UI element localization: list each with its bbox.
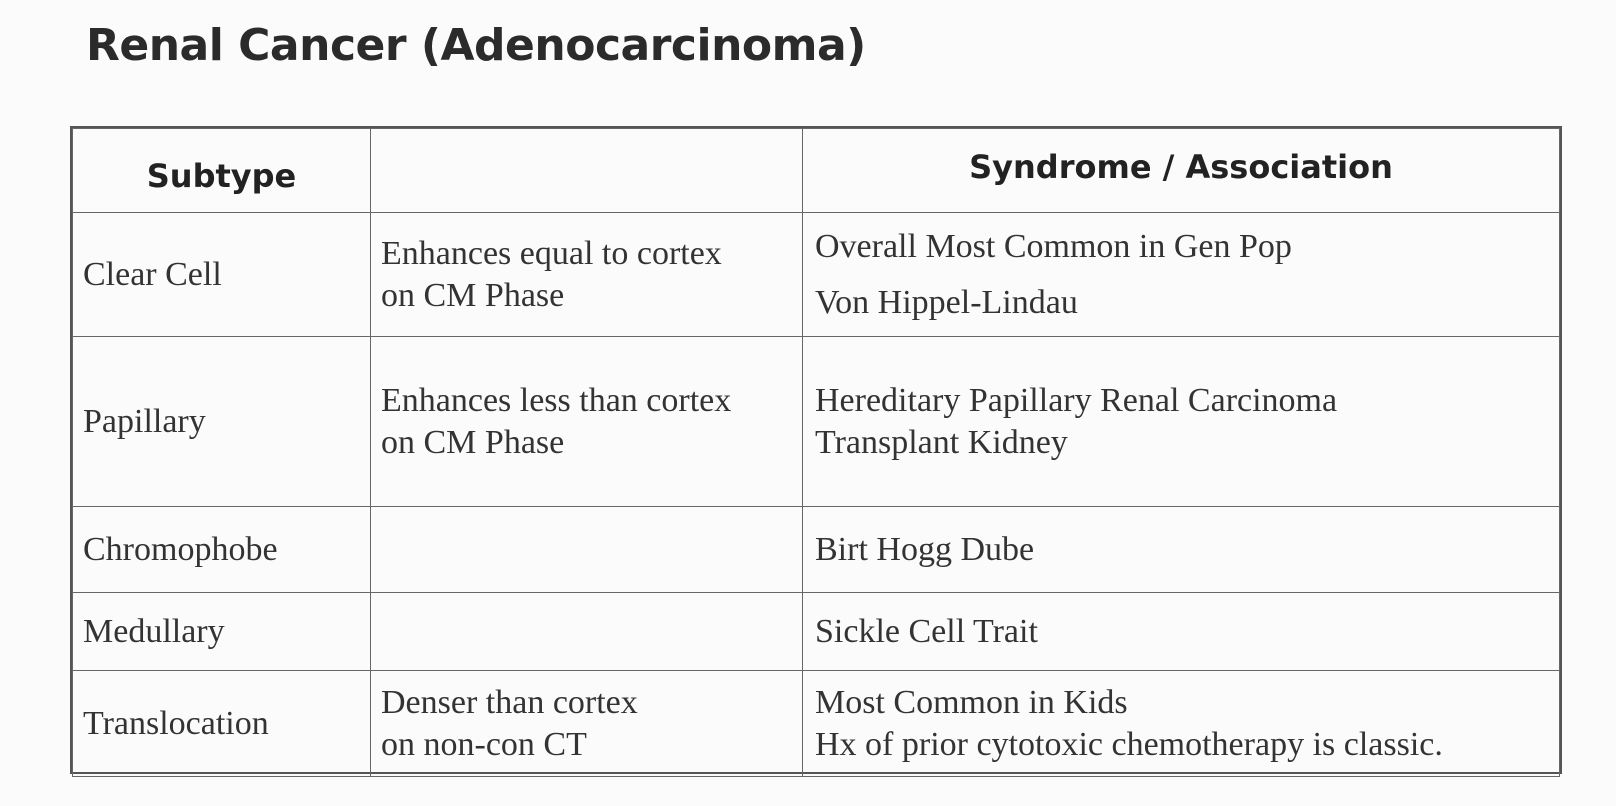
renal-cancer-table: Subtype Syndrome / Association Clear Cel…	[70, 126, 1562, 777]
association-cell: Hereditary Papillary Renal Carcinoma Tra…	[802, 336, 1560, 507]
association-line: Von Hippel-Lindau	[815, 283, 1078, 321]
association-line: Most Common in Kids	[815, 683, 1128, 721]
subtype-table: Subtype Syndrome / Association Clear Cel…	[72, 128, 1560, 777]
association-cell: Sickle Cell Trait	[802, 592, 1560, 671]
enhancement-cell: Denser than cortex on non-con CT	[370, 670, 803, 777]
enhancement-line: on non-con CT	[381, 725, 587, 763]
subtype-cell: Chromophobe	[72, 506, 371, 593]
table-row: Medullary Sickle Cell Trait	[72, 592, 1560, 671]
table-row: Translocation Denser than cortex on non-…	[72, 670, 1560, 777]
subtype-cell: Translocation	[72, 670, 371, 777]
header-enhancement	[370, 128, 803, 213]
association-cell: Birt Hogg Dube	[802, 506, 1560, 593]
header-subtype: Subtype	[72, 128, 371, 213]
enhancement-cell: Enhances equal to cortex on CM Phase	[370, 212, 803, 337]
enhancement-cell: Enhances less than cortex on CM Phase	[370, 336, 803, 507]
header-syndrome-association: Syndrome / Association	[802, 128, 1560, 213]
table-row: Chromophobe Birt Hogg Dube	[72, 506, 1560, 593]
association-line: Birt Hogg Dube	[815, 530, 1035, 568]
association-line: Hereditary Papillary Renal Carcinoma	[815, 381, 1338, 419]
association-cell: Most Common in Kids Hx of prior cytotoxi…	[802, 670, 1560, 777]
association-line: Hx of prior cytotoxic chemotherapy is cl…	[815, 725, 1443, 763]
enhancement-cell	[370, 506, 803, 593]
page-title: Renal Cancer (Adenocarcinoma)	[86, 20, 866, 71]
subtype-cell: Clear Cell	[72, 212, 371, 337]
association-line: Sickle Cell Trait	[815, 612, 1038, 650]
table-row: Clear Cell Enhances equal to cortex on C…	[72, 212, 1560, 337]
enhancement-line: Enhances less than cortex	[381, 381, 732, 419]
enhancement-line: Enhances equal to cortex	[381, 234, 722, 272]
enhancement-cell	[370, 592, 803, 671]
subtype-cell: Medullary	[72, 592, 371, 671]
table-header-row: Subtype Syndrome / Association	[72, 128, 1560, 213]
association-line: Overall Most Common in Gen Pop	[815, 227, 1292, 265]
subtype-cell: Papillary	[72, 336, 371, 507]
enhancement-line: on CM Phase	[381, 276, 565, 314]
enhancement-line: Denser than cortex	[381, 683, 638, 721]
table-row: Papillary Enhances less than cortex on C…	[72, 336, 1560, 507]
association-cell: Overall Most Common in Gen Pop Von Hippe…	[802, 212, 1560, 337]
association-line: Transplant Kidney	[815, 423, 1068, 461]
enhancement-line: on CM Phase	[381, 423, 565, 461]
